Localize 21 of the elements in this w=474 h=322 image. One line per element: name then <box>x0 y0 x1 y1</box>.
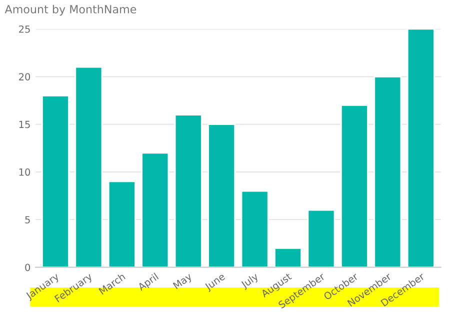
y-tick-label: 20 <box>19 73 30 80</box>
chart-title: Amount by MonthName <box>4 4 136 16</box>
bar <box>340 104 368 268</box>
x-tick-label: July <box>240 272 260 290</box>
bar <box>108 180 136 268</box>
bar <box>406 28 435 268</box>
bar <box>240 190 269 268</box>
y-tick-label: 15 <box>19 120 30 128</box>
bar <box>141 152 170 268</box>
bar <box>42 95 70 268</box>
y-tick-label: 25 <box>19 25 30 33</box>
bar <box>374 76 402 268</box>
bar <box>174 114 202 268</box>
y-tick-label: 10 <box>19 168 30 176</box>
y-tick-label: 5 <box>25 216 30 224</box>
bar <box>274 248 302 268</box>
bar <box>74 66 103 268</box>
bar <box>307 209 336 268</box>
bar <box>208 124 236 268</box>
y-tick-label: 0 <box>25 264 30 272</box>
x-tick-label: May <box>172 272 194 291</box>
